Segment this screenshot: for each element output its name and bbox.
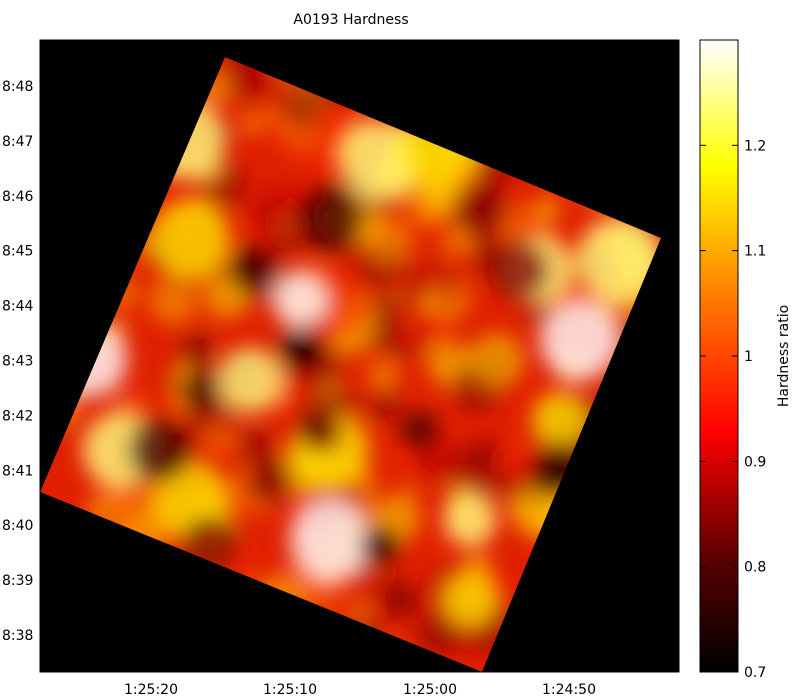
texture-blob bbox=[312, 140, 342, 171]
chart-title: A0193 Hardness bbox=[293, 12, 408, 28]
texture-blob bbox=[236, 426, 272, 463]
y-tick-label: 8:42 bbox=[2, 408, 33, 424]
texture-blob bbox=[182, 343, 205, 366]
texture-blob bbox=[393, 453, 414, 474]
y-tick-label: 8:40 bbox=[2, 518, 33, 534]
colorbar-ticks: 0.7 0.8 0.9 1 1.1 1.2 bbox=[700, 138, 766, 681]
texture-blob bbox=[442, 224, 474, 256]
hot-blob bbox=[441, 571, 499, 629]
texture-blob bbox=[278, 217, 295, 234]
y-axis: 8:48 8:47 8:46 8:45 8:44 8:43 8:42 8:41 8:40 8:39… bbox=[2, 79, 679, 644]
texture-blob bbox=[537, 197, 560, 220]
dark-blob bbox=[297, 187, 363, 253]
x-axis: 1:25:20 1:25:10 1:25:00 1:24:50 bbox=[124, 40, 596, 697]
texture-blob bbox=[524, 298, 551, 325]
texture-blob bbox=[238, 112, 263, 136]
texture-blob bbox=[399, 482, 419, 502]
texture-blob bbox=[496, 445, 536, 484]
y-tick-label: 8:41 bbox=[2, 463, 33, 479]
hot-blob bbox=[217, 347, 283, 413]
dark-blob bbox=[381, 581, 419, 619]
dark-blob bbox=[277, 327, 323, 373]
dark-spot bbox=[306, 419, 324, 437]
colorbar-tick-label: 0.7 bbox=[744, 665, 766, 681]
dark-blob bbox=[400, 410, 440, 450]
x-tick-label: 1:24:50 bbox=[542, 682, 596, 697]
y-tick-label: 8:39 bbox=[2, 573, 33, 589]
colorbar-label: Hardness ratio bbox=[776, 305, 792, 407]
colorbar-tick-label: 1.1 bbox=[744, 244, 766, 260]
colorbar-tick-label: 0.8 bbox=[744, 560, 766, 576]
dark-blob bbox=[247, 457, 293, 503]
texture-blob bbox=[417, 611, 461, 655]
y-tick-label: 8:43 bbox=[2, 354, 33, 370]
hot-blob bbox=[272, 272, 328, 328]
dark-blob bbox=[178, 368, 222, 412]
hot-blob bbox=[540, 300, 620, 380]
y-tick-label: 8:38 bbox=[2, 628, 33, 644]
texture-blob bbox=[200, 419, 239, 457]
hot-blob bbox=[289, 499, 371, 581]
plot-area: 1:25:20 1:25:10 1:25:00 1:24:50 8:488:478:4… bbox=[2, 39, 680, 697]
colorbar-tick-label: 1 bbox=[744, 349, 753, 365]
y-tick-label: 8:44 bbox=[2, 299, 34, 315]
texture-blob bbox=[149, 275, 198, 325]
x-tick-label: 1:25:20 bbox=[124, 682, 178, 697]
hot-blob bbox=[576, 216, 661, 304]
texture-blob bbox=[367, 358, 400, 391]
dark-blob bbox=[227, 247, 273, 293]
texture-blob bbox=[368, 389, 402, 423]
colorbar: 0.7 0.8 0.9 1 1.1 1.2 Hardness ratio bbox=[699, 39, 792, 681]
hot-blob bbox=[443, 493, 497, 547]
y-tick-label: 8:47 bbox=[2, 134, 33, 150]
x-tick-label: 1:25:10 bbox=[263, 682, 317, 697]
texture-blob bbox=[469, 332, 524, 388]
texture-blob bbox=[422, 291, 443, 312]
hot-blob bbox=[531, 391, 589, 449]
texture-blob bbox=[314, 281, 372, 339]
plot-frame bbox=[39, 39, 680, 673]
texture-blob bbox=[251, 201, 276, 225]
y-tick-label: 8:46 bbox=[2, 189, 34, 205]
colorbar-tick-label: 0.9 bbox=[744, 454, 766, 470]
texture-blob bbox=[350, 603, 367, 621]
texture-blob bbox=[322, 376, 343, 397]
x-tick-label: 1:25:00 bbox=[403, 682, 457, 697]
dark-blob bbox=[490, 240, 550, 300]
texture-blob bbox=[155, 373, 173, 391]
dark-blob bbox=[128, 418, 192, 482]
texture-blob bbox=[453, 443, 508, 499]
dark-blob bbox=[360, 525, 400, 565]
hot-blob bbox=[149, 199, 231, 281]
y-tick-label: 8:45 bbox=[2, 244, 33, 260]
y-tick-label: 8:48 bbox=[2, 79, 33, 95]
dark-blob bbox=[453, 183, 507, 237]
colorbar-tick-label: 1.2 bbox=[744, 138, 766, 154]
texture-blob bbox=[252, 183, 309, 241]
